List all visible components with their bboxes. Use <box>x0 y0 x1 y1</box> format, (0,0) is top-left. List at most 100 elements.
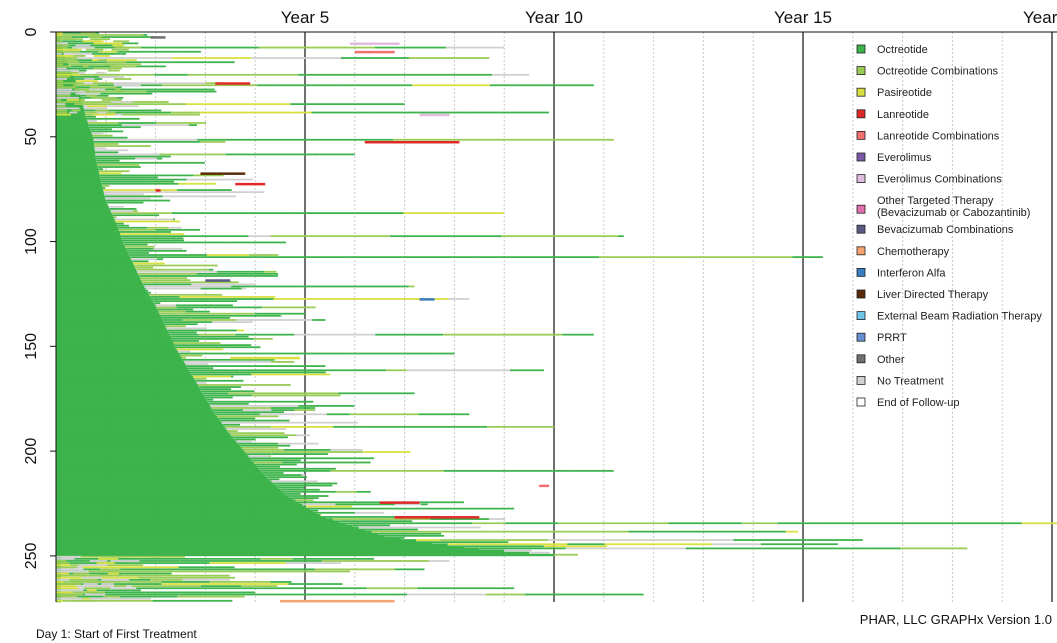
patient-bar-segment <box>66 99 79 101</box>
patient-bar-segment <box>259 421 358 424</box>
patient-bar-segment <box>230 375 234 378</box>
patient-bar-base <box>56 524 353 527</box>
patient-bar-base <box>56 530 372 534</box>
patient-bar-segment <box>233 298 274 300</box>
patient-bar-segment <box>69 578 98 581</box>
patient-bar-segment <box>124 243 148 246</box>
patient-bar-base <box>56 493 286 496</box>
patient-bar-base <box>56 325 166 328</box>
patient-bar-segment <box>488 518 506 520</box>
patient-bar-segment <box>277 442 319 445</box>
patient-bar-segment <box>299 501 355 504</box>
patient-bar-segment <box>410 333 444 336</box>
patient-bar-segment <box>149 293 202 296</box>
patient-bar-segment <box>494 587 515 590</box>
patient-bar-segment <box>155 228 188 231</box>
patient-bar-segment <box>97 164 140 166</box>
patient-bar-segment <box>217 415 279 418</box>
patient-bar-segment <box>552 469 575 472</box>
patient-bar-segment <box>283 449 331 451</box>
patient-bar-base <box>56 258 132 261</box>
patient-bar-segment <box>200 287 242 290</box>
patient-bar-segment <box>124 572 172 575</box>
patient-bar-segment <box>184 361 272 363</box>
treatment-segment <box>539 484 550 488</box>
patient-bar-segment <box>225 570 270 573</box>
patient-bar-base <box>56 226 119 230</box>
patient-bar-segment <box>56 555 81 558</box>
patient-bar-segment <box>186 178 254 181</box>
patient-bar-segment <box>63 50 99 53</box>
patient-bar-segment <box>212 409 244 411</box>
patient-bar-segment <box>60 599 153 602</box>
patient-bar-segment <box>153 300 238 303</box>
patient-bar-segment <box>267 446 279 449</box>
patient-bar-segment <box>101 99 123 101</box>
patient-bar-segment <box>142 597 152 600</box>
patient-bar-segment <box>189 369 240 372</box>
patient-bar-segment <box>114 585 127 588</box>
patient-bar-segment <box>88 124 122 126</box>
patient-bar-base <box>56 189 104 192</box>
legend-swatch <box>856 354 866 364</box>
patient-bar-segment <box>335 503 395 506</box>
patient-bar-segment <box>93 42 123 45</box>
patient-bar-segment <box>82 103 186 106</box>
patient-bar-segment <box>56 576 68 579</box>
patient-bar-segment <box>425 235 502 238</box>
patient-bar-base <box>56 495 289 498</box>
patient-bar-segment <box>777 522 819 525</box>
patient-bar-segment <box>366 587 418 590</box>
patient-bar-segment <box>82 40 104 43</box>
patient-bar-segment <box>110 589 141 592</box>
legend-label: Octreotide Combinations <box>877 66 999 78</box>
patient-bar-base <box>56 174 100 177</box>
patient-bar-segment <box>151 199 171 202</box>
patient-bar-segment <box>90 591 214 594</box>
patient-bar-segment <box>536 369 545 372</box>
patient-bar-segment <box>312 153 355 156</box>
patient-bar-segment <box>365 528 418 531</box>
patient-bar-segment <box>87 591 106 594</box>
patient-bar-segment <box>87 120 97 122</box>
patient-bar-base <box>56 543 448 546</box>
patient-bar-base <box>56 469 261 473</box>
patient-bar-segment <box>301 474 306 476</box>
patient-bar-base <box>56 365 187 368</box>
patient-bar-segment <box>146 289 149 292</box>
patient-bar-segment <box>56 572 70 575</box>
patient-bar-segment <box>56 65 72 68</box>
patient-bar-segment <box>89 560 108 562</box>
patient-bar-segment <box>118 555 185 558</box>
patient-bar-segment <box>93 136 128 139</box>
patient-bar-base <box>56 551 530 555</box>
patient-bar-base <box>56 268 137 272</box>
patient-bar-segment <box>464 507 515 510</box>
legend-swatch <box>856 397 866 407</box>
patient-bar-segment <box>94 149 129 152</box>
patient-bar-segment <box>56 40 63 43</box>
y-tick-label: 250 <box>23 542 40 569</box>
patient-bar-segment <box>120 235 249 238</box>
footnote: Day 1: Start of First Treatment <box>36 627 197 641</box>
patient-bar-segment <box>161 317 192 319</box>
patient-bar-segment <box>56 105 67 108</box>
patient-bar-segment <box>110 42 139 45</box>
patient-bar-segment <box>543 545 608 548</box>
patient-bar-segment <box>143 34 148 36</box>
patient-bar-base <box>56 421 222 425</box>
patient-bar-segment <box>72 84 99 87</box>
patient-bar-segment <box>311 111 376 114</box>
patient-bar-segment <box>227 430 238 432</box>
patient-bar-segment <box>82 597 90 600</box>
patient-bar-base <box>56 497 293 500</box>
legend-item: Chemotherapy <box>856 246 950 258</box>
patient-bar-segment <box>321 405 355 407</box>
patient-bar-segment <box>99 172 122 175</box>
patient-bar-segment <box>386 369 407 372</box>
patient-bar-segment <box>72 46 95 49</box>
patient-bar-segment <box>96 161 177 164</box>
patient-bar-segment <box>179 50 201 53</box>
treatment-segment <box>215 82 251 85</box>
patient-bar-segment <box>100 176 158 179</box>
